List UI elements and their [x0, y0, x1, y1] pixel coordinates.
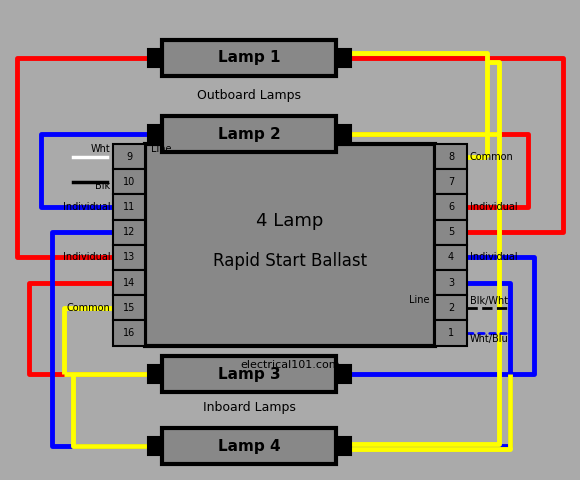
Text: 10: 10: [123, 177, 135, 187]
Text: Common: Common: [470, 152, 513, 162]
FancyBboxPatch shape: [336, 437, 351, 456]
Text: Blk/Wht: Blk/Wht: [470, 296, 508, 306]
FancyBboxPatch shape: [162, 428, 336, 465]
FancyBboxPatch shape: [336, 125, 351, 144]
FancyBboxPatch shape: [113, 270, 145, 295]
Text: Individual: Individual: [470, 202, 517, 212]
FancyBboxPatch shape: [113, 321, 145, 346]
Text: 13: 13: [123, 252, 135, 263]
Text: 14: 14: [123, 277, 135, 288]
FancyBboxPatch shape: [162, 40, 336, 75]
Text: Common: Common: [67, 303, 110, 313]
Text: electrical101.com: electrical101.com: [240, 360, 340, 370]
FancyBboxPatch shape: [148, 437, 162, 456]
Text: 1: 1: [448, 328, 454, 338]
FancyBboxPatch shape: [113, 194, 145, 220]
FancyBboxPatch shape: [435, 144, 467, 169]
Text: 9: 9: [126, 152, 132, 162]
Text: Rapid Start Ballast: Rapid Start Ballast: [213, 252, 367, 270]
Text: 4: 4: [448, 252, 454, 263]
Text: Blk: Blk: [95, 181, 110, 191]
Text: 3: 3: [448, 277, 454, 288]
FancyBboxPatch shape: [435, 220, 467, 245]
FancyBboxPatch shape: [113, 220, 145, 245]
Text: 7: 7: [448, 177, 454, 187]
FancyBboxPatch shape: [162, 117, 336, 153]
Text: 4 Lamp: 4 Lamp: [256, 212, 324, 229]
FancyBboxPatch shape: [435, 194, 467, 220]
Text: Line: Line: [151, 144, 171, 154]
Text: Lamp 1: Lamp 1: [218, 50, 281, 65]
FancyBboxPatch shape: [435, 245, 467, 270]
FancyBboxPatch shape: [148, 365, 162, 384]
Text: Wht/Blu: Wht/Blu: [470, 335, 509, 345]
FancyBboxPatch shape: [162, 356, 336, 393]
Text: Wht: Wht: [90, 144, 110, 154]
Text: 16: 16: [123, 328, 135, 338]
FancyBboxPatch shape: [435, 295, 467, 321]
Text: Individual: Individual: [63, 202, 110, 212]
Text: 5: 5: [448, 227, 454, 237]
Text: 12: 12: [123, 227, 135, 237]
FancyBboxPatch shape: [148, 48, 162, 67]
Text: Individual: Individual: [470, 252, 517, 263]
Text: Outboard Lamps: Outboard Lamps: [197, 89, 302, 103]
FancyBboxPatch shape: [113, 295, 145, 321]
Text: Lamp 3: Lamp 3: [218, 367, 281, 382]
Text: Lamp 2: Lamp 2: [218, 127, 281, 142]
FancyBboxPatch shape: [113, 169, 145, 194]
Text: 6: 6: [448, 202, 454, 212]
Text: Inboard Lamps: Inboard Lamps: [203, 401, 296, 415]
FancyBboxPatch shape: [435, 169, 467, 194]
Text: Individual: Individual: [63, 252, 110, 263]
FancyBboxPatch shape: [435, 321, 467, 346]
Text: Lamp 4: Lamp 4: [218, 439, 281, 454]
FancyBboxPatch shape: [435, 270, 467, 295]
FancyBboxPatch shape: [145, 144, 435, 346]
Text: 8: 8: [448, 152, 454, 162]
FancyBboxPatch shape: [148, 125, 162, 144]
FancyBboxPatch shape: [336, 365, 351, 384]
FancyBboxPatch shape: [113, 144, 145, 169]
FancyBboxPatch shape: [336, 48, 351, 67]
FancyBboxPatch shape: [113, 245, 145, 270]
Text: 2: 2: [448, 303, 454, 313]
Text: 11: 11: [123, 202, 135, 212]
Text: Line: Line: [409, 295, 429, 305]
Text: 15: 15: [123, 303, 135, 313]
